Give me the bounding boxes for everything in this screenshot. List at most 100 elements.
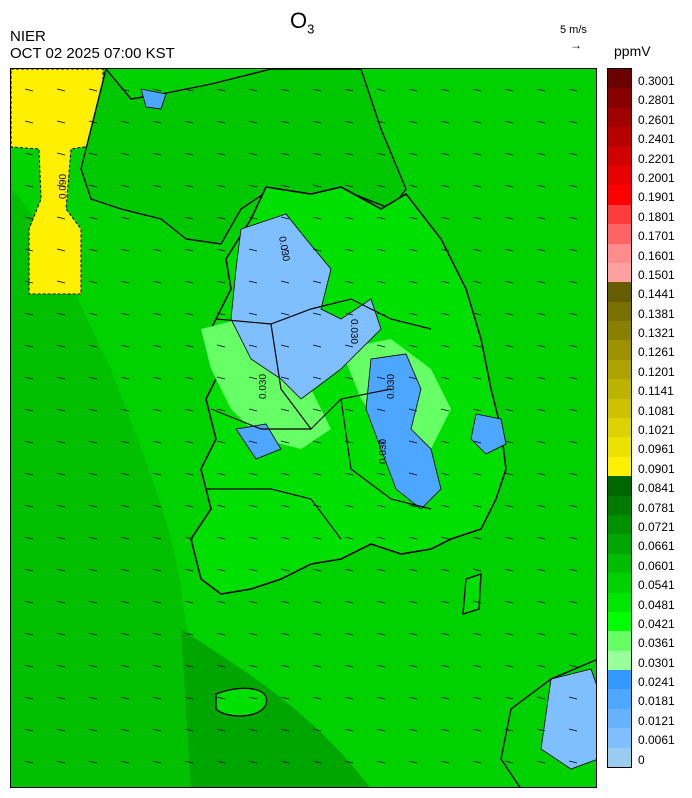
wind-vector (88, 152, 98, 156)
low-ozone-zone-coast (470, 413, 507, 455)
colorbar-label: 0.1381 (638, 306, 675, 321)
wind-vector (120, 408, 130, 412)
wind-vector (344, 696, 354, 700)
wind-vector (376, 568, 386, 572)
wind-vector (504, 248, 514, 252)
colorbar-swatch (608, 379, 631, 400)
colorbar-swatch (608, 514, 631, 535)
colorbar-label: 0.0541 (638, 578, 675, 593)
wind-vector (536, 696, 546, 700)
wind-vector (536, 632, 546, 636)
wind-vector (248, 696, 258, 700)
wind-vector (184, 248, 194, 252)
wind-vector (312, 760, 322, 764)
wind-vector (568, 248, 578, 252)
wind-vector (56, 216, 66, 220)
japan-coastline (500, 659, 596, 787)
colorbar-swatch (608, 146, 631, 167)
contour-label: 0.030 (386, 374, 397, 399)
wind-vector (24, 536, 34, 540)
wind-vector (504, 440, 514, 444)
wind-vector (56, 536, 66, 540)
moderate-zone-west (201, 319, 331, 449)
wind-vector (24, 344, 34, 348)
wind-vector (504, 312, 514, 316)
jeju-island (215, 687, 268, 717)
wind-vector (440, 88, 450, 92)
wind-vector (568, 280, 578, 284)
colorbar-swatch (608, 262, 631, 283)
wind-vector (88, 376, 98, 380)
wind-vector (312, 600, 322, 604)
colorbar-label: 0.1081 (638, 403, 675, 418)
colorbar-swatch (608, 321, 631, 341)
wind-vector (376, 120, 386, 124)
wind-vector (216, 216, 226, 220)
colorbar-label: 0 (638, 752, 645, 767)
wind-vector (184, 152, 194, 156)
wind-vector (472, 664, 482, 668)
colorbar-label: 0.0781 (638, 500, 675, 515)
wind-vector (56, 408, 66, 412)
wind-vector (216, 184, 226, 188)
colorbar-label: 0.1441 (638, 287, 675, 302)
wind-vector (440, 632, 450, 636)
wind-vector (504, 152, 514, 156)
wind-vector (568, 760, 578, 764)
wind-vector (216, 440, 226, 444)
wind-vector (344, 664, 354, 668)
colorbar-swatch (608, 437, 631, 458)
wind-vector (120, 184, 130, 188)
wind-vector (536, 664, 546, 668)
wind-vector (120, 280, 130, 284)
wind-vector (248, 728, 258, 732)
wind-vector (152, 408, 162, 412)
low-ozone-zone-southwest (235, 423, 282, 460)
wind-vector (344, 408, 354, 412)
colorbar-label: 0.1321 (638, 326, 675, 341)
wind-vector (120, 312, 130, 316)
wind-vector (56, 504, 66, 508)
wind-vector (24, 408, 34, 412)
wind-vector (184, 760, 194, 764)
wind-vector (216, 88, 226, 92)
colorbar-label: 0.0841 (638, 481, 675, 496)
wind-vector (536, 760, 546, 764)
wind-vector (504, 376, 514, 380)
wind-vector (472, 120, 482, 124)
wind-vector (472, 472, 482, 476)
wind-vector (24, 152, 34, 156)
wind-vector (376, 88, 386, 92)
wind-vector (216, 504, 226, 508)
colorbar-swatch (608, 728, 631, 749)
wind-vector (344, 248, 354, 252)
wind-vector (120, 216, 130, 220)
wind-vector (184, 632, 194, 636)
wind-vector (152, 376, 162, 380)
wind-vector (408, 600, 418, 604)
wind-vector (184, 536, 194, 540)
wind-vector (536, 408, 546, 412)
colorbar-label: 0.1201 (638, 364, 675, 379)
wind-vector (120, 376, 130, 380)
wind-vector (120, 728, 130, 732)
wind-vector (152, 536, 162, 540)
wind-vector (88, 312, 98, 316)
wind-vector (440, 216, 450, 220)
wind-vector (472, 376, 482, 380)
wind-vector (24, 568, 34, 572)
wind-vector (216, 376, 226, 380)
wind-vector (312, 696, 322, 700)
wind-vector (56, 632, 66, 636)
wind-vector (216, 600, 226, 604)
wind-vector (440, 184, 450, 188)
wind-vector (280, 280, 290, 284)
wind-vector (344, 152, 354, 156)
wind-vector (152, 600, 162, 604)
wind-vector (248, 408, 258, 412)
colorbar-label: 0.1901 (638, 190, 675, 205)
colorbar-label: 0.0421 (638, 616, 675, 631)
wind-vector (216, 632, 226, 636)
wind-vector (56, 120, 66, 124)
wind-vector (568, 664, 578, 668)
